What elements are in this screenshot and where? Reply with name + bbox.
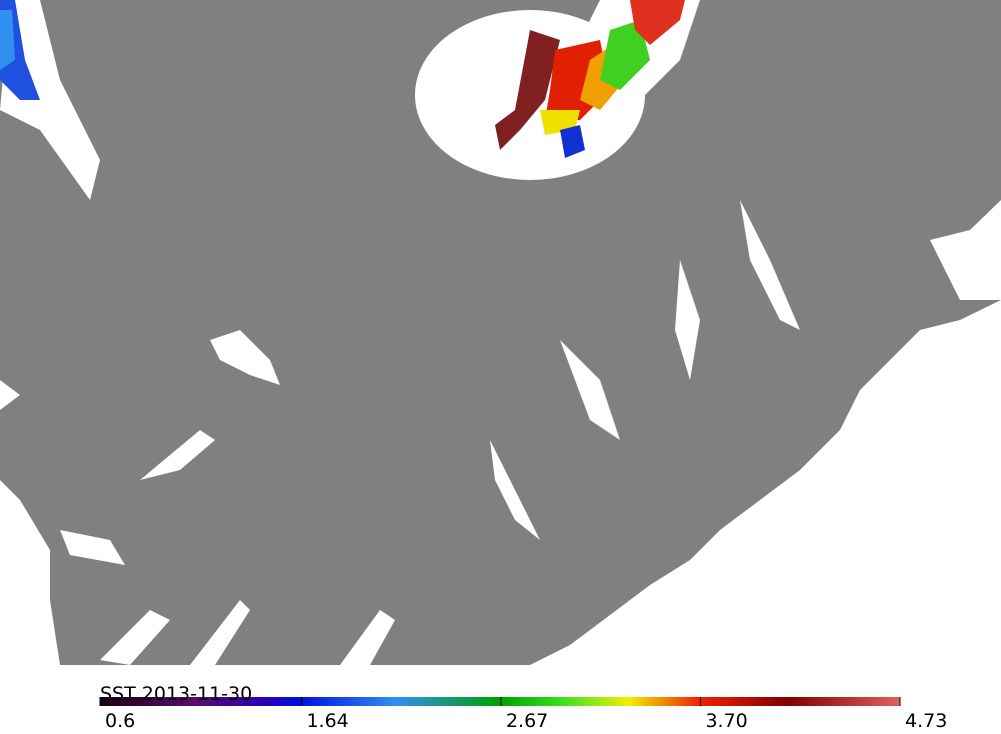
lake — [140, 430, 215, 480]
colorbar-tick-label: 3.70 — [705, 710, 747, 730]
colorbar-tick-label: 4.73 — [905, 710, 947, 730]
colorbar-tick-label: 2.67 — [506, 710, 548, 730]
lake — [60, 530, 125, 565]
sst-patch — [560, 125, 585, 158]
coast-inlet — [340, 610, 395, 665]
sst-patch — [600, 20, 650, 90]
lake — [490, 440, 540, 540]
colorbar-label: SST 2013-11-30 — [100, 683, 252, 705]
lake — [740, 200, 800, 330]
colorbar: SST 2013-11-30 — [100, 683, 900, 706]
lake — [675, 260, 700, 380]
coast-inlet — [190, 600, 250, 665]
colorbar-gradient — [100, 697, 900, 706]
lake — [930, 200, 1001, 300]
colorbar-tick-label: 1.64 — [306, 710, 348, 730]
lake — [560, 340, 620, 440]
land — [0, 0, 1001, 665]
sst-patch — [0, 10, 15, 70]
coast-inlet — [100, 610, 170, 665]
lake — [210, 330, 280, 385]
lake — [0, 0, 100, 200]
sst-patch — [630, 0, 685, 45]
map-area — [0, 0, 1001, 665]
colorbar-tick-label: 0.6 — [105, 710, 135, 730]
sst-patch — [495, 30, 560, 150]
